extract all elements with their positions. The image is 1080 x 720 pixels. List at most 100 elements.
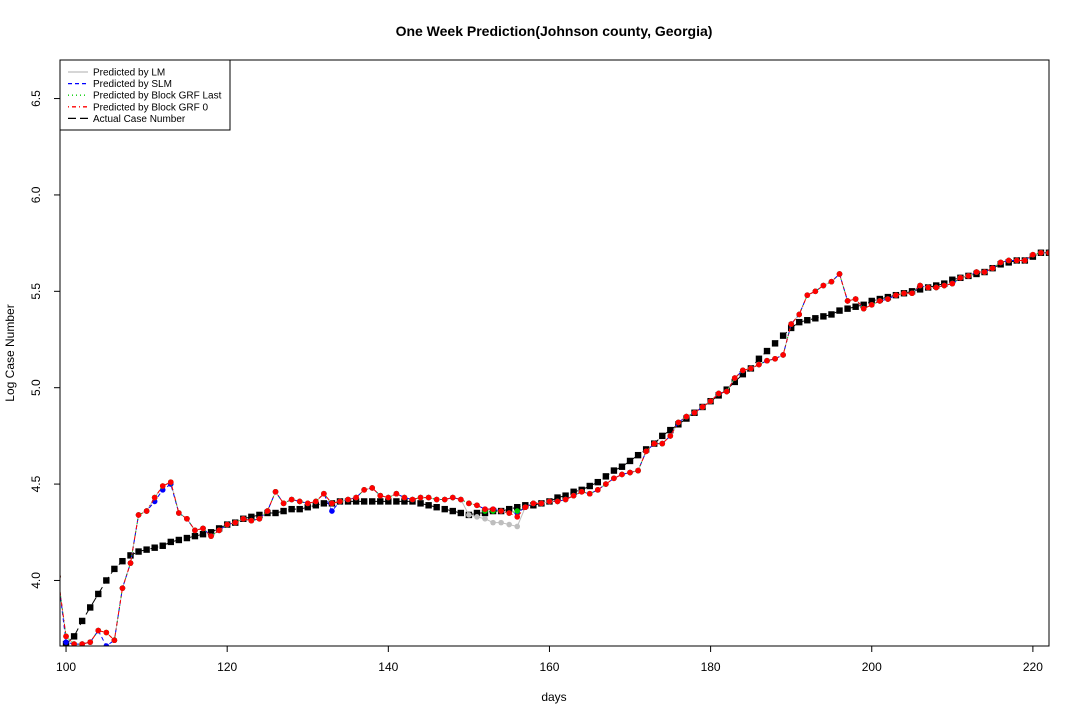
point [627,469,633,476]
point [95,627,102,634]
point [893,292,899,298]
point [466,500,472,507]
point [643,448,649,455]
point [304,504,311,511]
point [473,509,481,517]
point [119,557,126,565]
point [103,643,110,646]
point [441,496,448,503]
point [135,548,142,555]
point [393,498,400,505]
point [949,280,956,287]
point [417,500,424,507]
point [353,494,359,501]
point [377,492,384,499]
point [618,463,626,470]
point [272,509,279,517]
point [232,519,239,526]
point [595,487,601,493]
x-tick-label: 140 [378,660,398,674]
point [675,419,682,426]
point [901,290,907,297]
point [506,510,512,516]
point [659,440,666,447]
point [715,390,722,397]
point [393,490,400,497]
point [949,276,956,283]
point [458,496,464,503]
point [369,485,376,491]
point [748,365,754,372]
point [780,352,786,358]
point [1013,257,1020,264]
point [916,286,924,293]
point [457,509,465,517]
point [176,510,182,516]
y-tick-label: 6.5 [29,90,43,107]
y-tick-label: 6.0 [29,186,43,203]
point [425,494,432,501]
point [78,617,86,625]
point [603,481,609,487]
point [820,313,827,320]
point [385,498,392,505]
point [425,502,432,509]
point [103,629,110,636]
point [449,494,456,501]
point [941,282,948,289]
y-tick-label: 4.0 [29,572,43,589]
point [135,512,142,518]
point [183,534,191,542]
point [667,426,674,434]
point [224,521,230,528]
point [313,498,319,505]
point [87,639,94,645]
point [191,532,199,540]
point [498,508,504,514]
point [917,282,923,289]
point [103,577,110,584]
point [505,505,513,513]
point [240,515,247,522]
point [409,496,416,503]
point [691,409,698,416]
point [804,292,811,298]
point [973,269,980,275]
point [296,505,303,513]
point [256,515,263,522]
point [151,544,158,551]
point [167,538,174,546]
chart-title: One Week Prediction(Johnson county, Geor… [396,23,713,39]
point [925,284,931,291]
point [731,378,738,386]
point [111,565,118,573]
point [1038,249,1044,256]
point [1022,257,1028,264]
legend-label: Actual Case Number [93,114,186,125]
point [514,508,521,514]
point [449,507,456,515]
point [997,259,1004,266]
point [844,305,851,312]
point [885,296,891,302]
point [828,311,835,318]
point [755,355,763,362]
point [433,504,440,511]
point [119,585,126,591]
point [514,504,521,511]
point [683,413,690,420]
x-tick-label: 200 [862,660,882,674]
point [619,471,625,478]
point [530,500,537,507]
point [70,633,78,640]
point [304,500,311,507]
point [312,502,320,509]
point [554,498,561,505]
point [764,357,770,364]
point [433,496,440,503]
point [586,490,593,497]
point [739,371,747,378]
point [860,301,867,309]
point [957,275,964,281]
